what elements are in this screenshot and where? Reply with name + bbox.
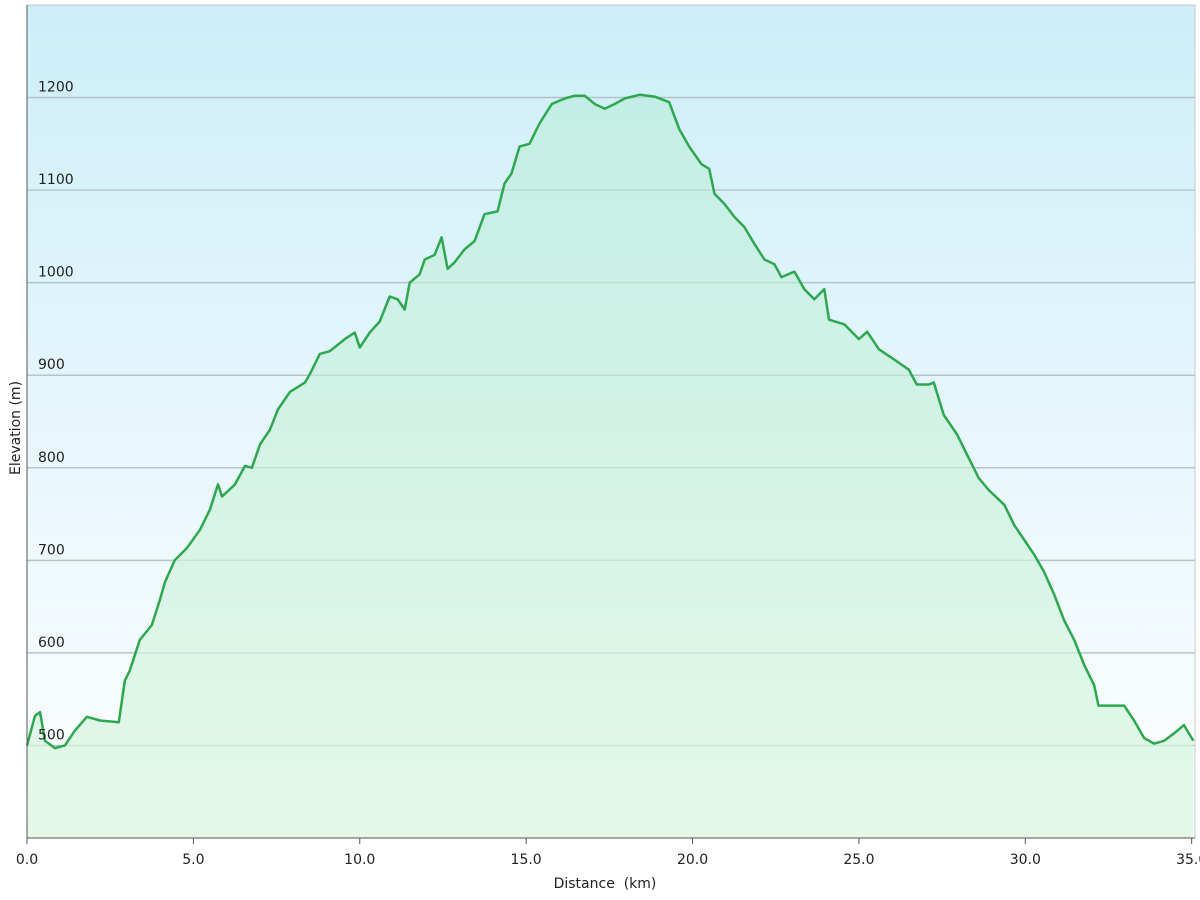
x-tick-label: 25.0 [843, 852, 874, 868]
y-tick-label: 800 [38, 450, 65, 466]
x-tick-label: 0.0 [16, 852, 38, 868]
area-fill [27, 94, 1194, 839]
x-tick-label: 10.0 [344, 852, 375, 868]
y-tick-label: 1000 [38, 265, 74, 281]
y-tick-label: 500 [38, 727, 65, 743]
y-tick-label: 600 [38, 635, 65, 651]
x-tick-label: 5.0 [182, 852, 204, 868]
elevation-line [25, 93, 1195, 750]
x-tick-label: 35.0 [1176, 852, 1200, 868]
y-tick-label: 1100 [38, 172, 74, 188]
x-tick-label: 15.0 [511, 852, 542, 868]
x-axis-title: Distance (km) [554, 876, 657, 892]
y-tick-label: 1200 [38, 80, 74, 96]
y-tick-label: 900 [38, 357, 65, 373]
x-tick-label: 30.0 [1010, 852, 1041, 868]
x-tick-label: 20.0 [677, 852, 708, 868]
y-tick-label: 700 [38, 542, 65, 558]
y-axis-title: Elevation (m) [8, 381, 24, 475]
